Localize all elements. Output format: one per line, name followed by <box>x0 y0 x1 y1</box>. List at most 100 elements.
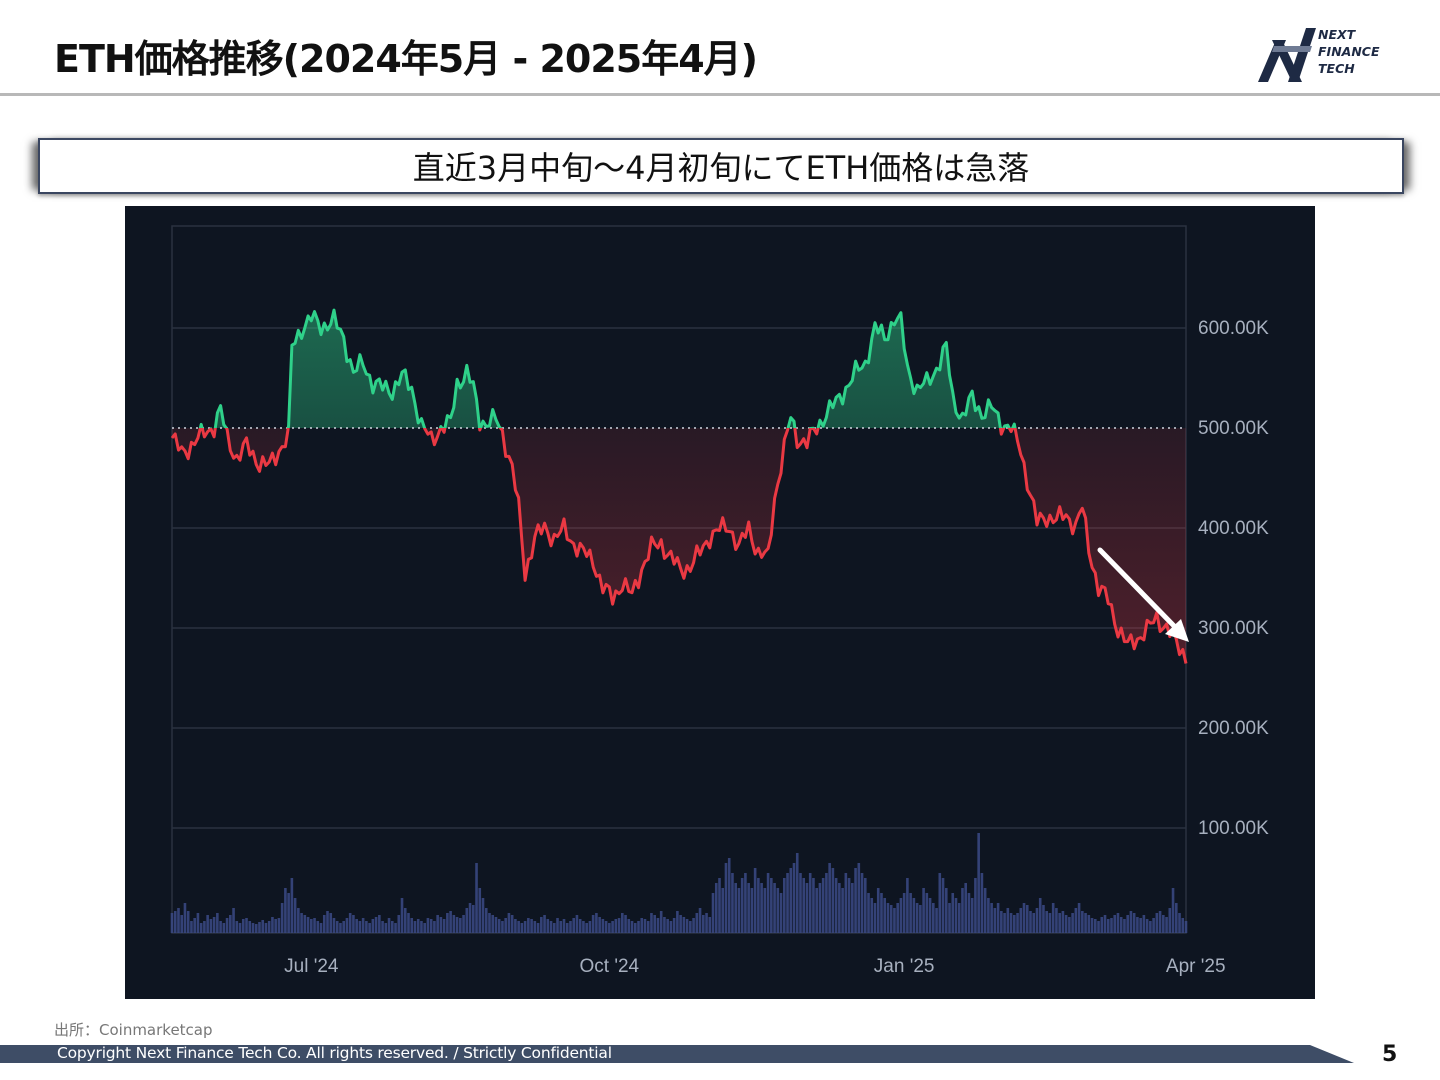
volume-bar <box>190 921 193 933</box>
volume-bar <box>666 919 669 933</box>
volume-bar <box>886 903 890 933</box>
volume-bar <box>297 908 300 933</box>
x-tick-label: Apr '25 <box>1166 956 1226 977</box>
volume-bar <box>640 918 644 933</box>
volume-bar <box>825 873 828 933</box>
volume-bar <box>1139 918 1142 933</box>
volume-bar <box>1155 913 1159 933</box>
volume-bar <box>974 878 977 933</box>
volume-bar <box>828 863 831 933</box>
page-title: ETH価格推移(2024年5月 - 2025年4月) <box>54 37 758 81</box>
headline-text: 直近3月中旬～4月初旬にてETH価格は急落 <box>412 149 1030 187</box>
volume-bar <box>643 919 647 933</box>
volume-bar <box>1145 919 1149 933</box>
volume-bar <box>983 888 987 933</box>
volume-bar <box>906 878 909 933</box>
volume-bar <box>196 913 200 933</box>
volume-bar <box>316 921 320 933</box>
volume-bar <box>494 917 498 933</box>
volume-bar <box>740 878 744 933</box>
volume-bar <box>1106 919 1110 933</box>
volume-bar <box>1116 913 1120 933</box>
volume-bar <box>1032 913 1036 933</box>
y-tick-label: 100.00K <box>1198 818 1269 839</box>
volume-bar <box>514 919 517 933</box>
volume-bar <box>235 921 239 933</box>
volume-bar <box>899 898 903 933</box>
volume-bar <box>371 919 375 933</box>
volume-bar <box>961 888 964 933</box>
chart-canvas: 100.00K 200.00K 300.00K 400.00K 500.00K 600.0… <box>170 225 1269 977</box>
volume-bar <box>348 913 352 933</box>
volume-bar <box>815 888 818 933</box>
volume-bar <box>442 919 446 933</box>
volume-bar <box>863 878 867 933</box>
volume-bar <box>633 923 637 933</box>
volume-bar <box>530 919 533 933</box>
volume-bar <box>1132 913 1136 933</box>
volume-bar <box>734 883 737 933</box>
volume-bar <box>471 905 475 933</box>
volume-bar <box>575 915 579 933</box>
page-number: 5 <box>1382 1042 1398 1067</box>
volume-bar <box>335 921 339 933</box>
volume-bar <box>423 923 426 933</box>
volume-bar <box>381 921 384 933</box>
volume-bar <box>867 893 870 933</box>
volume-bar <box>663 917 666 933</box>
volume-bar <box>413 921 417 933</box>
volume-bar <box>248 921 252 933</box>
volume-bar <box>591 915 595 933</box>
volume-bar <box>232 908 235 933</box>
volume-bar <box>1061 911 1065 933</box>
volume-bar <box>326 911 329 933</box>
volume-bar <box>536 923 540 933</box>
volume-bar <box>186 911 190 933</box>
volume-bar <box>744 873 747 933</box>
volume-bar <box>1042 905 1045 933</box>
volume-bar <box>1006 908 1010 933</box>
volume-bar <box>332 918 336 933</box>
volume-bar <box>802 878 806 933</box>
volume-bar <box>1055 908 1058 933</box>
volume-bar <box>860 873 864 933</box>
volume-bar <box>585 923 588 933</box>
volume-bar <box>672 918 676 933</box>
logo-wordmark: NEXT FINANCE TECH <box>1318 26 1380 77</box>
volume-bar <box>378 915 381 933</box>
volume-bar <box>559 921 563 933</box>
volume-bar <box>766 873 770 933</box>
volume-bar <box>727 858 731 933</box>
volume-bar <box>254 924 258 933</box>
volume-bar <box>290 878 294 933</box>
volume-bar <box>400 898 404 933</box>
volume-bar <box>1136 917 1139 933</box>
volume-bar <box>306 917 310 933</box>
volume-bar <box>1142 915 1146 933</box>
volume-bar <box>1097 921 1100 933</box>
volume-bar <box>779 893 783 933</box>
volume-bar <box>410 918 414 933</box>
volume-bar <box>1003 913 1006 933</box>
volume-bar <box>595 913 598 933</box>
volume-bar <box>705 913 708 933</box>
volume-bar <box>1149 921 1152 933</box>
volume-bar <box>659 911 663 933</box>
volume-bar <box>588 921 592 933</box>
volume-bar <box>922 888 925 933</box>
volume-bar <box>582 921 585 933</box>
volume-bar <box>1113 915 1117 933</box>
volume-bar <box>1119 917 1123 933</box>
volume-bar <box>212 917 216 933</box>
volume-bar <box>1048 913 1052 933</box>
volume-bar <box>757 878 760 933</box>
volume-bar <box>614 919 618 933</box>
volume-bar <box>1029 911 1032 933</box>
volume-bar <box>601 919 605 933</box>
volume-bar <box>280 903 284 933</box>
volume-bar <box>488 913 491 933</box>
volume-bar <box>630 921 634 933</box>
volume-bar <box>932 903 935 933</box>
volume-bar <box>209 919 213 933</box>
volume-bar <box>510 915 514 933</box>
